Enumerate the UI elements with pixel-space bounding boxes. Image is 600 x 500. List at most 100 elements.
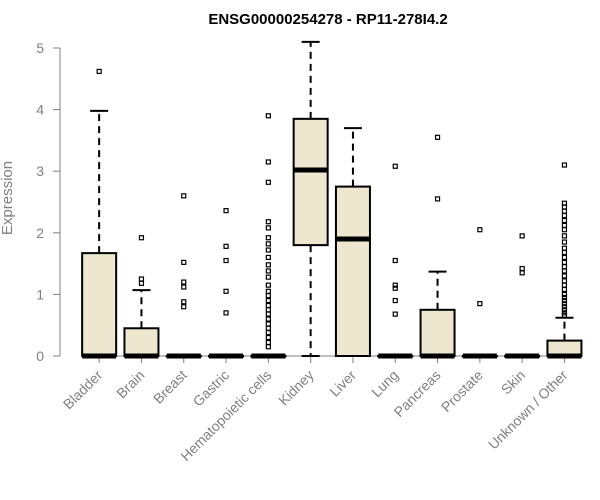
x-tick-label: Bladder bbox=[60, 367, 106, 413]
outlier-point bbox=[561, 259, 568, 265]
box-gastric bbox=[208, 208, 245, 359]
outlier-point bbox=[265, 339, 271, 346]
outlier-point bbox=[392, 311, 398, 317]
outlier-point bbox=[181, 193, 187, 199]
outlier-point bbox=[223, 310, 229, 316]
outlier-point bbox=[181, 279, 187, 285]
box-iqr bbox=[81, 252, 118, 358]
outlier-point bbox=[392, 285, 398, 291]
box-bladder bbox=[81, 68, 118, 359]
box-skin bbox=[504, 233, 541, 359]
outlier-point bbox=[392, 282, 398, 288]
x-tick-label: Liver bbox=[326, 367, 359, 400]
outlier-point bbox=[265, 235, 271, 241]
outlier-point bbox=[561, 304, 568, 310]
x-tick-label: Kidney bbox=[275, 367, 317, 409]
x-tick-label: Lung bbox=[368, 367, 401, 400]
x-tick-label: Pancreas bbox=[391, 367, 444, 420]
outlier-point bbox=[265, 311, 271, 317]
x-tick-label: Skin bbox=[498, 367, 529, 398]
x-tick-label: Breast bbox=[150, 367, 190, 407]
outlier-point bbox=[561, 286, 568, 293]
box-brain bbox=[123, 235, 160, 359]
outlier-point bbox=[223, 257, 229, 264]
outlier-point bbox=[561, 301, 568, 307]
outlier-point bbox=[181, 304, 187, 310]
outlier-point bbox=[519, 270, 525, 276]
outlier-point bbox=[223, 243, 229, 249]
outlier-point bbox=[519, 233, 525, 239]
outlier-point bbox=[265, 241, 271, 247]
outlier-point bbox=[265, 316, 271, 322]
outlier-point bbox=[265, 113, 271, 119]
y-axis-label: Expression bbox=[0, 161, 16, 235]
outlier-point bbox=[477, 227, 483, 233]
outlier-point bbox=[561, 273, 568, 279]
outlier-point bbox=[265, 307, 271, 313]
outlier-point bbox=[561, 217, 568, 224]
outlier-point bbox=[265, 302, 271, 309]
outlier-point bbox=[181, 259, 187, 265]
y-tick-label: 4 bbox=[36, 102, 44, 118]
box-unknown-other bbox=[546, 162, 583, 359]
outlier-point bbox=[561, 222, 568, 229]
outlier-point bbox=[561, 264, 568, 270]
outlier-point bbox=[561, 208, 568, 214]
outlier-point bbox=[392, 297, 398, 304]
outlier-point bbox=[265, 179, 271, 185]
box-iqr bbox=[334, 185, 371, 357]
outlier-point bbox=[561, 291, 568, 297]
y-tick-label: 5 bbox=[36, 40, 44, 56]
outlier-point bbox=[138, 235, 145, 241]
outlier-point bbox=[561, 294, 568, 301]
boxes-group bbox=[81, 40, 583, 359]
outlier-point bbox=[265, 159, 271, 165]
y-tick-label: 3 bbox=[36, 163, 44, 179]
outlier-point bbox=[265, 219, 271, 225]
outlier-point bbox=[265, 344, 271, 350]
y-tick-label: 0 bbox=[36, 348, 44, 364]
outlier-point bbox=[265, 225, 271, 231]
box-iqr bbox=[123, 327, 160, 357]
outlier-point bbox=[223, 288, 229, 294]
outlier-point bbox=[265, 254, 271, 261]
box-lung bbox=[377, 163, 414, 359]
outlier-point bbox=[561, 227, 568, 233]
outlier-point bbox=[434, 134, 441, 140]
box-pancreas bbox=[419, 134, 456, 359]
outlier-point bbox=[561, 282, 568, 288]
outlier-point bbox=[477, 301, 483, 307]
outlier-point bbox=[138, 280, 145, 286]
outlier-point bbox=[561, 254, 568, 261]
y-axis: 0 1 2 3 4 5 bbox=[36, 40, 61, 364]
outlier-point bbox=[561, 245, 568, 251]
outlier-point bbox=[392, 163, 398, 169]
box-prostate bbox=[461, 227, 498, 359]
outlier-point bbox=[265, 321, 271, 327]
box-iqr bbox=[419, 308, 456, 357]
outlier-point bbox=[561, 212, 568, 219]
outlier-point bbox=[265, 297, 271, 304]
outlier-point bbox=[561, 312, 568, 318]
chart-title: ENSG00000254278 - RP11-278I4.2 bbox=[208, 11, 447, 28]
box-iqr bbox=[292, 117, 329, 247]
outlier-point bbox=[265, 325, 271, 331]
outlier-point bbox=[265, 282, 271, 288]
outlier-point bbox=[561, 233, 568, 239]
outlier-point bbox=[392, 257, 398, 264]
box-kidney bbox=[292, 40, 329, 357]
outlier-point bbox=[561, 297, 568, 304]
outlier-point bbox=[138, 276, 145, 282]
outlier-point bbox=[265, 293, 271, 299]
x-tick-label: Brain bbox=[113, 367, 147, 401]
outlier-point bbox=[265, 262, 271, 268]
box-breast bbox=[165, 193, 202, 359]
outlier-point bbox=[181, 299, 187, 305]
outlier-point bbox=[561, 162, 568, 168]
y-tick-label: 2 bbox=[36, 225, 44, 241]
outlier-point bbox=[561, 278, 568, 284]
outlier-point bbox=[223, 208, 229, 214]
box-liver bbox=[334, 127, 371, 357]
outlier-point bbox=[519, 265, 525, 272]
